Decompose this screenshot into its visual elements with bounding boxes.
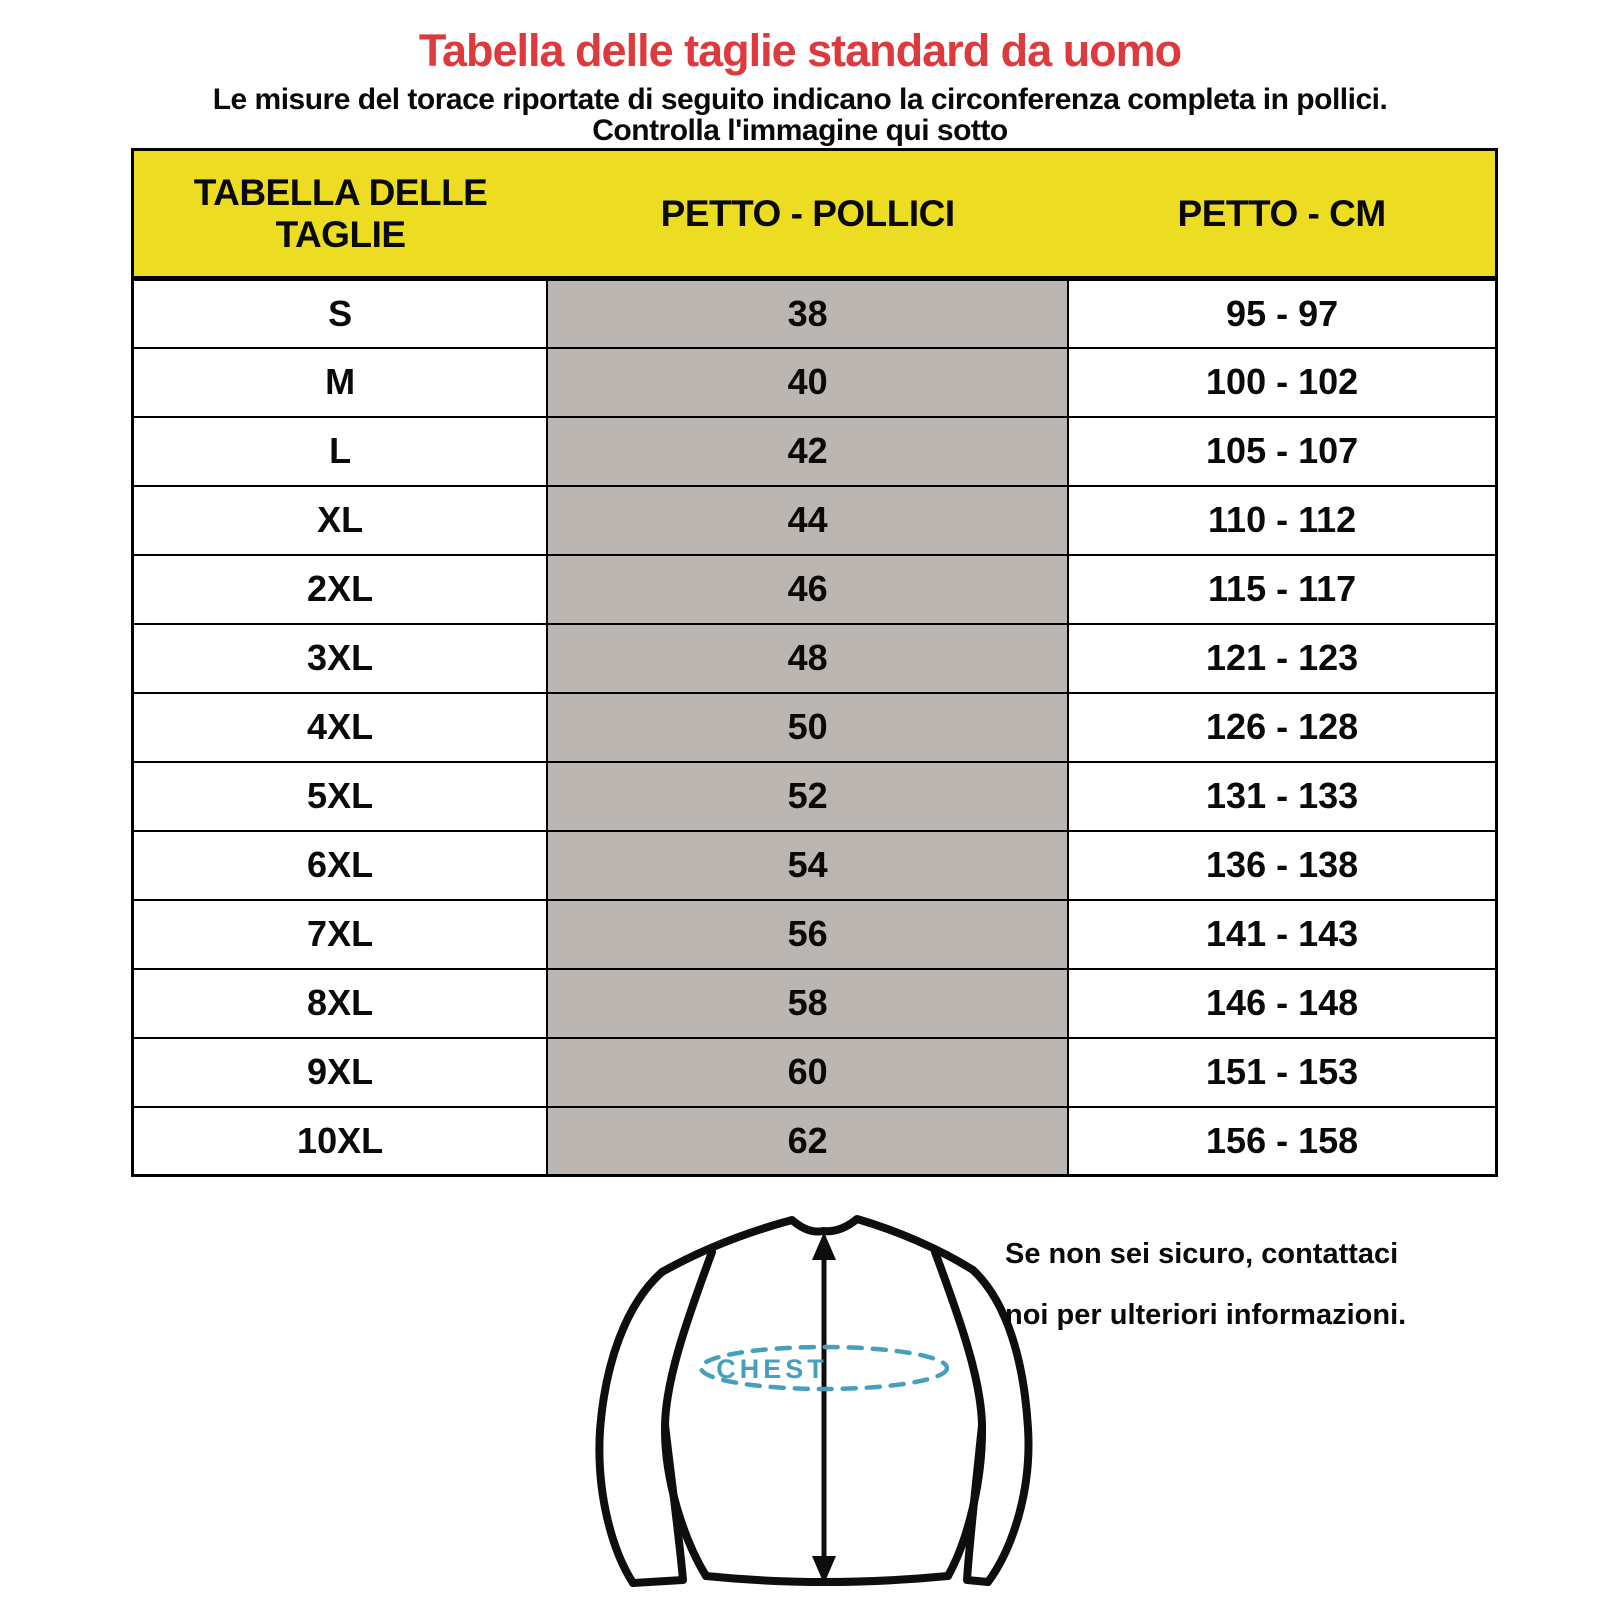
chest-inches-cell: 38: [546, 277, 1070, 349]
table-row: 4XL 50 126 - 128: [131, 691, 1499, 763]
table-row: XL 44 110 - 112: [131, 484, 1499, 556]
arrow-head-top: [812, 1232, 836, 1260]
measurement-diagram: CHEST Se non sei sicuro, contattaci noi …: [0, 1200, 1600, 1600]
chest-cm-cell: 151 - 153: [1067, 1036, 1499, 1108]
table-row: 5XL 52 131 - 133: [131, 760, 1499, 832]
table-row: 9XL 60 151 - 153: [131, 1036, 1499, 1108]
chest-inches-cell: 50: [546, 691, 1070, 763]
size-cell: 4XL: [131, 691, 549, 763]
page-header: Tabella delle taglie standard da uomo Le…: [0, 0, 1600, 147]
subtitle-line-1: Le misure del torace riportate di seguit…: [212, 82, 1388, 116]
chest-cm-cell: 131 - 133: [1067, 760, 1499, 832]
chest-inches-cell: 48: [546, 622, 1070, 694]
table-row: 8XL 58 146 - 148: [131, 967, 1499, 1039]
body-seam-left: [660, 1248, 716, 1580]
chest-cm-cell: 121 - 123: [1067, 622, 1499, 694]
size-cell: L: [131, 415, 549, 487]
table-row: M 40 100 - 102: [131, 346, 1499, 418]
chest-cm-cell: 156 - 158: [1067, 1105, 1499, 1177]
chest-cm-cell: 95 - 97: [1067, 277, 1499, 349]
sleeve-outer-right: [969, 1266, 1033, 1586]
chest-inches-cell: 62: [546, 1105, 1070, 1177]
chest-measure-ellipse: [698, 1344, 950, 1392]
size-table-body: S 38 95 - 97 M 40 100 - 102 L 42 105 - 107 XL 44 11…: [131, 277, 1499, 1177]
sleeve-inner-left: [629, 1421, 687, 1587]
chest-inches-cell: 46: [546, 553, 1070, 625]
size-cell: 6XL: [131, 829, 549, 901]
table-row: S 38 95 - 97: [131, 277, 1499, 349]
header-cell-taglie: TABELLA DELLE TAGLIE: [131, 148, 548, 281]
contact-note-line-2: noi per ulteriori informazioni.: [1005, 1299, 1407, 1331]
chest-inches-cell: 52: [546, 760, 1070, 832]
table-row: L 42 105 - 107: [131, 415, 1499, 487]
subtitle-line-2: Controlla l'immagine qui sotto: [592, 114, 1008, 148]
table-row: 2XL 46 115 - 117: [131, 553, 1499, 625]
size-cell: S: [131, 277, 549, 349]
jacket-illustration: CHEST: [595, 1215, 1033, 1587]
contact-note-line-1: Se non sei sicuro, contattaci: [1005, 1238, 1399, 1270]
arrow-head-bottom: [812, 1556, 836, 1584]
sleeve-outer-left: [595, 1268, 666, 1587]
table-row: 7XL 56 141 - 143: [131, 898, 1499, 970]
size-cell: 5XL: [131, 760, 549, 832]
hem-line: [702, 1572, 952, 1586]
chest-cm-cell: 141 - 143: [1067, 898, 1499, 970]
table-row: 6XL 54 136 - 138: [131, 829, 1499, 901]
chest-cm-cell: 136 - 138: [1067, 829, 1499, 901]
size-cell: 9XL: [131, 1036, 549, 1108]
chest-inches-cell: 58: [546, 967, 1070, 1039]
chest-inches-cell: 40: [546, 346, 1070, 418]
chest-inches-cell: 60: [546, 1036, 1070, 1108]
chest-inches-cell: 42: [546, 415, 1070, 487]
contact-note: Se non sei sicuro, contattaci noi per ul…: [1005, 1238, 1406, 1331]
page-title: Tabella delle taglie standard da uomo: [418, 25, 1182, 76]
chest-inches-cell: 54: [546, 829, 1070, 901]
chest-cm-cell: 110 - 112: [1067, 484, 1499, 556]
header-cell-petto-pollici: PETTO - POLLICI: [547, 148, 1069, 281]
collar-shoulder-line: [658, 1215, 977, 1276]
table-row: 3XL 48 121 - 123: [131, 622, 1499, 694]
chest-cm-cell: 115 - 117: [1067, 553, 1499, 625]
header-cell-petto-cm: PETTO - CM: [1068, 148, 1499, 281]
sleeve-inner-right: [963, 1421, 992, 1586]
chest-cm-cell: 146 - 148: [1067, 967, 1499, 1039]
size-table-header: TABELLA DELLE TAGLIE PETTO - POLLICI PET…: [131, 148, 1499, 281]
chest-cm-cell: 126 - 128: [1067, 691, 1499, 763]
size-cell: 2XL: [131, 553, 549, 625]
chest-label: CHEST: [716, 1354, 828, 1384]
header-row: TABELLA DELLE TAGLIE PETTO - POLLICI PET…: [131, 148, 1499, 281]
size-table: TABELLA DELLE TAGLIE PETTO - POLLICI PET…: [131, 148, 1499, 1177]
chest-inches-cell: 44: [546, 484, 1070, 556]
size-cell: M: [131, 346, 549, 418]
size-cell: XL: [131, 484, 549, 556]
chest-cm-cell: 105 - 107: [1067, 415, 1499, 487]
chest-cm-cell: 100 - 102: [1067, 346, 1499, 418]
size-cell: 7XL: [131, 898, 549, 970]
chest-inches-cell: 56: [546, 898, 1070, 970]
size-cell: 3XL: [131, 622, 549, 694]
size-cell: 8XL: [131, 967, 549, 1039]
size-cell: 10XL: [131, 1105, 549, 1177]
table-row: 10XL 62 156 - 158: [131, 1105, 1499, 1177]
